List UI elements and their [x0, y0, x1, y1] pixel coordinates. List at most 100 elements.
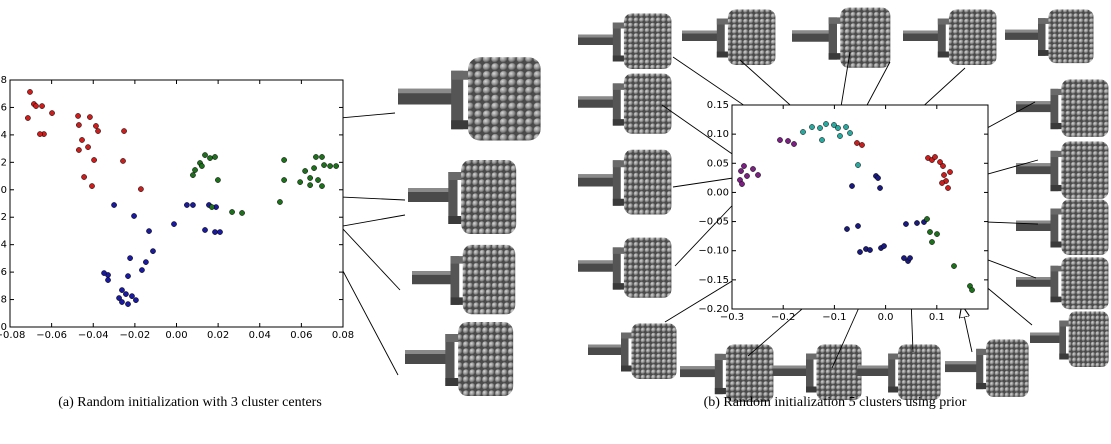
point: [207, 155, 212, 160]
point: [229, 209, 234, 214]
point: [119, 299, 124, 304]
x-tick-label: −0.2: [771, 312, 795, 323]
point: [857, 249, 862, 254]
point: [125, 273, 130, 278]
plot-frame: [732, 105, 988, 309]
point: [924, 216, 929, 221]
point: [823, 121, 828, 126]
y-tick-label: −0.10: [698, 246, 729, 257]
point: [217, 229, 222, 234]
y-tick-label: −0.20: [698, 304, 729, 315]
figure: −0.08−0.06−0.04−0.020.000.020.040.060.08…: [0, 0, 1111, 440]
point: [282, 157, 287, 162]
y-tick-label: 04: [0, 240, 7, 251]
y-tick-label: 0.10: [707, 129, 729, 140]
point: [877, 185, 882, 190]
point: [914, 220, 919, 225]
point: [239, 210, 244, 215]
point: [755, 172, 760, 177]
point: [319, 154, 324, 159]
point: [127, 256, 132, 261]
y-tick-label: 06: [0, 102, 7, 113]
point: [777, 137, 782, 142]
point: [311, 165, 316, 170]
x-tick-label: 0.0: [878, 312, 894, 323]
point: [298, 179, 303, 184]
body: {"chart_data": [ {"type": "scatter", "ca…: [0, 0, 1111, 440]
point: [139, 267, 144, 272]
point: [739, 181, 744, 186]
x-tick-label: 0.06: [290, 330, 312, 341]
x-tick-label: −0.1: [822, 312, 846, 323]
point: [945, 185, 950, 190]
y-tick-label: 08: [0, 75, 7, 86]
x-tick-label: −0.04: [78, 330, 109, 341]
point: [93, 123, 98, 128]
point: [334, 163, 339, 168]
point: [202, 152, 207, 157]
y-tick-label: 0.05: [707, 158, 729, 169]
point: [79, 137, 84, 142]
point: [282, 177, 287, 182]
point: [33, 103, 38, 108]
point: [120, 158, 125, 163]
point: [215, 177, 220, 182]
point: [25, 115, 30, 120]
y-tick-label: 0.00: [707, 187, 729, 198]
point: [121, 128, 126, 133]
y-tick-label: 08: [0, 295, 7, 306]
x-tick-label: 0.1: [929, 312, 945, 323]
point: [125, 301, 130, 306]
point: [105, 277, 110, 282]
point: [867, 247, 872, 252]
x-tick-label: −0.06: [36, 330, 67, 341]
point: [85, 145, 90, 150]
x-tick-label: 0.04: [249, 330, 271, 341]
point: [27, 89, 32, 94]
y-tick-label: 00: [0, 185, 7, 196]
point: [171, 221, 176, 226]
point: [184, 202, 189, 207]
point: [277, 199, 282, 204]
point: [111, 202, 116, 207]
point: [212, 154, 217, 159]
point: [738, 168, 743, 173]
y-tick-label: 04: [0, 130, 7, 141]
point: [940, 163, 945, 168]
point: [95, 128, 100, 133]
point: [947, 169, 952, 174]
point: [76, 122, 81, 127]
x-tick-label: 0.02: [207, 330, 229, 341]
point: [817, 125, 822, 130]
point: [907, 255, 912, 260]
point: [835, 125, 840, 130]
point: [303, 168, 308, 173]
point: [327, 163, 332, 168]
caption: (a) Random initialization with 3 cluster…: [58, 395, 322, 410]
point: [39, 103, 44, 108]
point: [969, 287, 974, 292]
point: [741, 163, 746, 168]
point: [190, 202, 195, 207]
point: [192, 167, 197, 172]
y-tick-label: 0.15: [707, 100, 729, 111]
point: [859, 142, 864, 147]
point: [129, 294, 134, 299]
point: [101, 270, 106, 275]
point: [855, 162, 860, 167]
point: [321, 162, 326, 167]
point: [190, 172, 195, 177]
point: [308, 175, 313, 180]
point: [119, 287, 124, 292]
point: [209, 204, 214, 209]
point: [202, 227, 207, 232]
plot-frame: [10, 80, 343, 327]
y-tick-label: 06: [0, 267, 7, 278]
point: [315, 177, 320, 182]
point: [37, 131, 42, 136]
x-tick-label: 0.00: [165, 330, 187, 341]
point: [76, 147, 81, 152]
point: [313, 154, 318, 159]
scatter-plot: −0.08−0.06−0.04−0.020.000.020.040.060.08…: [0, 75, 354, 341]
